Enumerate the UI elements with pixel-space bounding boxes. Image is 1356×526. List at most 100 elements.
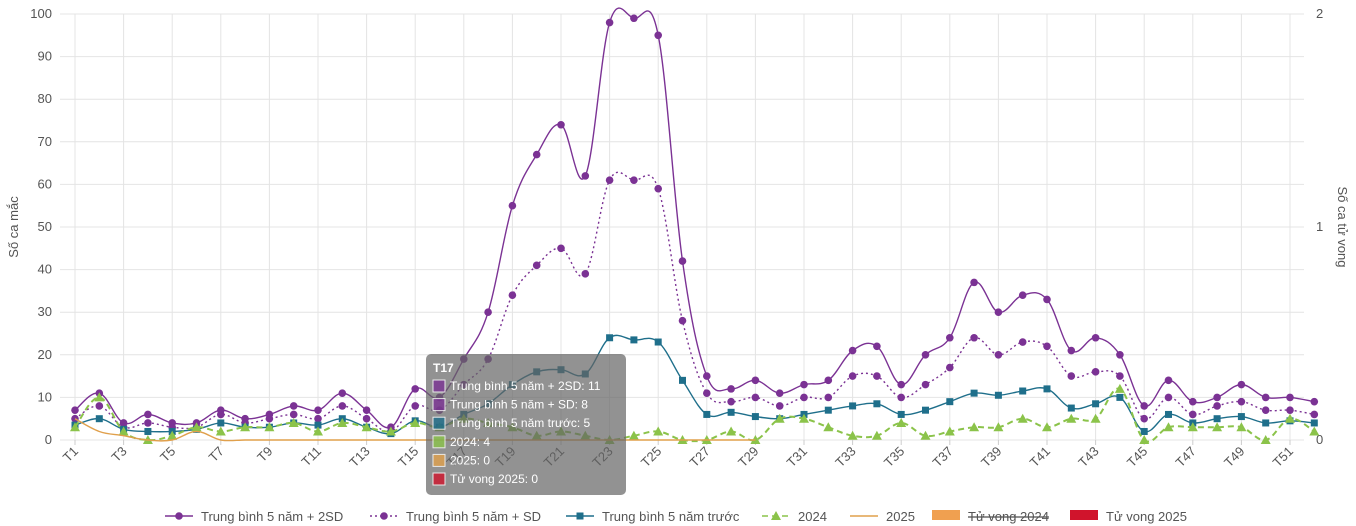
series-3 [70, 383, 1320, 444]
data-point [215, 426, 226, 436]
data-point [1310, 410, 1319, 419]
tooltip-line: 2024: 4 [450, 435, 490, 449]
data-point [1237, 413, 1245, 421]
tooltip-title: T17 [433, 361, 454, 375]
legend-item-4[interactable]: 2025 [850, 509, 915, 524]
data-point [362, 414, 371, 423]
tooltip-line: Trung bình 5 năm + 2SD: 11 [450, 379, 601, 393]
data-point [654, 338, 662, 346]
data-point [1066, 413, 1077, 423]
y-tick-label: 0 [45, 432, 52, 447]
data-point [1189, 410, 1197, 419]
tooltip-swatch [432, 416, 446, 430]
data-point [994, 308, 1003, 317]
data-point [1140, 427, 1148, 435]
series-line [74, 334, 1315, 435]
tooltip-swatch [432, 435, 446, 449]
data-point [605, 176, 614, 184]
x-tick-label: T15 [395, 444, 421, 470]
data-point [654, 184, 662, 193]
data-point [605, 18, 614, 27]
series-layer [70, 7, 1320, 444]
tooltip-line: Trung bình 5 năm trước: 5 [450, 416, 591, 430]
data-point [1091, 333, 1100, 342]
data-point [1310, 397, 1319, 406]
data-point [993, 422, 1004, 432]
data-point [1140, 402, 1148, 410]
data-point [532, 150, 541, 159]
legend-marker [771, 511, 781, 520]
data-point [630, 336, 638, 344]
data-point [1090, 413, 1101, 423]
data-point [1187, 422, 1198, 432]
data-point [289, 410, 298, 419]
legend-item-0[interactable]: Trung bình 5 năm + 2SD [165, 509, 343, 524]
data-point [994, 351, 1003, 359]
data-point [944, 426, 955, 436]
tooltip-line: Trung bình 5 năm + SD: 8 [450, 398, 588, 412]
data-point [897, 410, 905, 418]
legend-marker [576, 512, 584, 520]
data-point [167, 430, 178, 440]
legend-label: Trung bình 5 năm trước [602, 509, 740, 524]
data-point [144, 419, 152, 427]
data-point [946, 363, 954, 372]
legend-label: Trung bình 5 năm + SD [406, 509, 541, 524]
data-point [630, 14, 638, 23]
data-point [970, 278, 978, 287]
data-point [337, 417, 348, 427]
data-point [726, 426, 737, 436]
series-line [74, 418, 756, 442]
data-point [1018, 338, 1027, 346]
data-point [1067, 372, 1076, 380]
legend-item-3[interactable]: 2024 [762, 509, 827, 524]
data-point [411, 402, 420, 410]
data-point [873, 372, 881, 380]
data-point [217, 419, 225, 427]
data-point [970, 389, 978, 397]
data-point [240, 422, 251, 432]
data-point [751, 376, 760, 385]
data-point [920, 430, 931, 440]
x-tick-label: T3 [108, 444, 129, 465]
x-tick-label: T33 [832, 444, 858, 470]
data-point [678, 316, 687, 325]
data-point [678, 257, 687, 265]
x-tick-label: T25 [638, 444, 664, 470]
x-tick-label: T11 [298, 444, 324, 470]
legend[interactable]: Trung bình 5 năm + 2SD Trung bình 5 năm +… [165, 509, 1187, 524]
x-tick-label: T49 [1221, 444, 1247, 470]
data-point [557, 120, 565, 129]
data-point [897, 393, 905, 402]
data-point [1165, 410, 1172, 418]
data-point [896, 417, 907, 427]
legend-item-2[interactable]: Trung bình 5 năm trước [566, 509, 740, 524]
x-tick-label: T51 [1270, 444, 1296, 470]
data-point [873, 342, 881, 351]
data-point [946, 333, 954, 342]
data-point [314, 414, 322, 423]
data-point [289, 402, 298, 410]
legend-swatch [1070, 510, 1098, 520]
data-point [532, 261, 541, 270]
y-tick-label: 30 [38, 304, 52, 319]
tooltip-swatch [432, 398, 446, 412]
data-point [751, 393, 760, 402]
y2-tick-label: 2 [1316, 6, 1323, 21]
x-tick-label: T27 [686, 444, 712, 470]
data-point [1067, 404, 1075, 412]
data-point [847, 430, 858, 440]
legend-item-5[interactable]: Tử vong 2024 [932, 509, 1049, 524]
x-tick-label: T5 [157, 444, 178, 465]
legend-item-6[interactable]: Tử vong 2025 [1070, 509, 1187, 524]
series-line [74, 387, 1315, 443]
data-point [288, 417, 299, 427]
legend-item-1[interactable]: Trung bình 5 năm + SD [370, 509, 541, 524]
data-point [774, 413, 785, 423]
y-tick-label: 50 [38, 219, 52, 234]
data-point [1212, 422, 1223, 432]
data-point [628, 430, 639, 440]
y-tick-label: 40 [38, 262, 52, 277]
tooltip-box [426, 354, 626, 495]
